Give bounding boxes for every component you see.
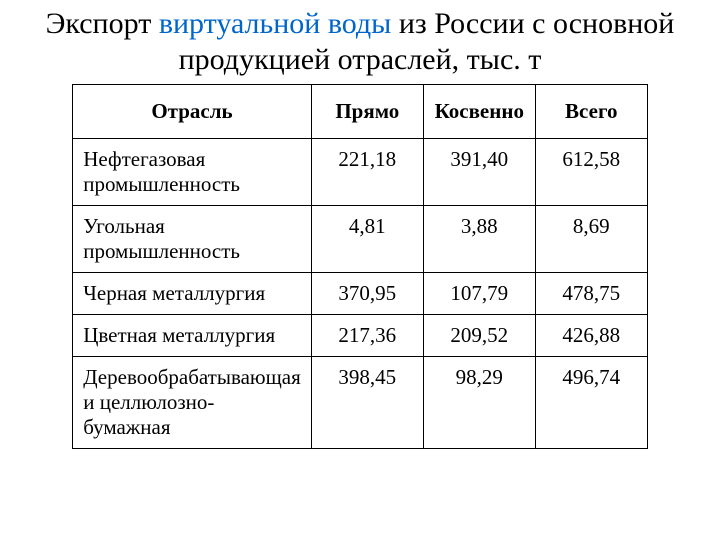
cell-value: 612,58 (535, 139, 647, 206)
col-header: Отрасль (73, 85, 312, 139)
row-label: Нефтегазовая промышленность (73, 139, 312, 206)
row-label: Деревообрабатывающая и целлюлозно-бумажн… (73, 357, 312, 449)
title-pre: Экспорт (46, 7, 159, 40)
cell-value: 3,88 (423, 206, 535, 273)
row-label: Цветная металлургия (73, 315, 312, 357)
col-header: Прямо (311, 85, 423, 139)
cell-value: 107,79 (423, 273, 535, 315)
cell-value: 221,18 (311, 139, 423, 206)
cell-value: 370,95 (311, 273, 423, 315)
cell-value: 4,81 (311, 206, 423, 273)
table-row: Деревообрабатывающая и целлюлозно-бумажн… (73, 357, 648, 449)
cell-value: 478,75 (535, 273, 647, 315)
cell-value: 391,40 (423, 139, 535, 206)
cell-value: 426,88 (535, 315, 647, 357)
row-label: Черная металлургия (73, 273, 312, 315)
data-table: Отрасль Прямо Косвенно Всего Нефтегазова… (72, 84, 648, 449)
table-row: Цветная металлургия 217,36 209,52 426,88 (73, 315, 648, 357)
row-label: Угольная промышленность (73, 206, 312, 273)
cell-value: 496,74 (535, 357, 647, 449)
table-container: Отрасль Прямо Косвенно Всего Нефтегазова… (0, 84, 720, 449)
page-title: Экспорт виртуальной воды из России с осн… (0, 0, 720, 78)
col-header: Всего (535, 85, 647, 139)
cell-value: 398,45 (311, 357, 423, 449)
cell-value: 209,52 (423, 315, 535, 357)
table-body: Нефтегазовая промышленность 221,18 391,4… (73, 139, 648, 449)
cell-value: 98,29 (423, 357, 535, 449)
title-highlight: виртуальной воды (159, 7, 392, 40)
table-header-row: Отрасль Прямо Косвенно Всего (73, 85, 648, 139)
cell-value: 217,36 (311, 315, 423, 357)
cell-value: 8,69 (535, 206, 647, 273)
table-row: Черная металлургия 370,95 107,79 478,75 (73, 273, 648, 315)
table-row: Угольная промышленность 4,81 3,88 8,69 (73, 206, 648, 273)
col-header: Косвенно (423, 85, 535, 139)
table-row: Нефтегазовая промышленность 221,18 391,4… (73, 139, 648, 206)
